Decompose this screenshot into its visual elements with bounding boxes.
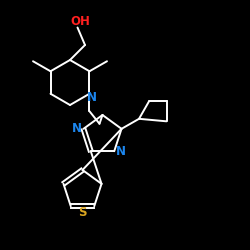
Text: N: N bbox=[116, 145, 126, 158]
Text: OH: OH bbox=[70, 15, 90, 28]
Text: N: N bbox=[72, 122, 82, 135]
Text: N: N bbox=[87, 91, 97, 104]
Text: S: S bbox=[78, 206, 87, 219]
